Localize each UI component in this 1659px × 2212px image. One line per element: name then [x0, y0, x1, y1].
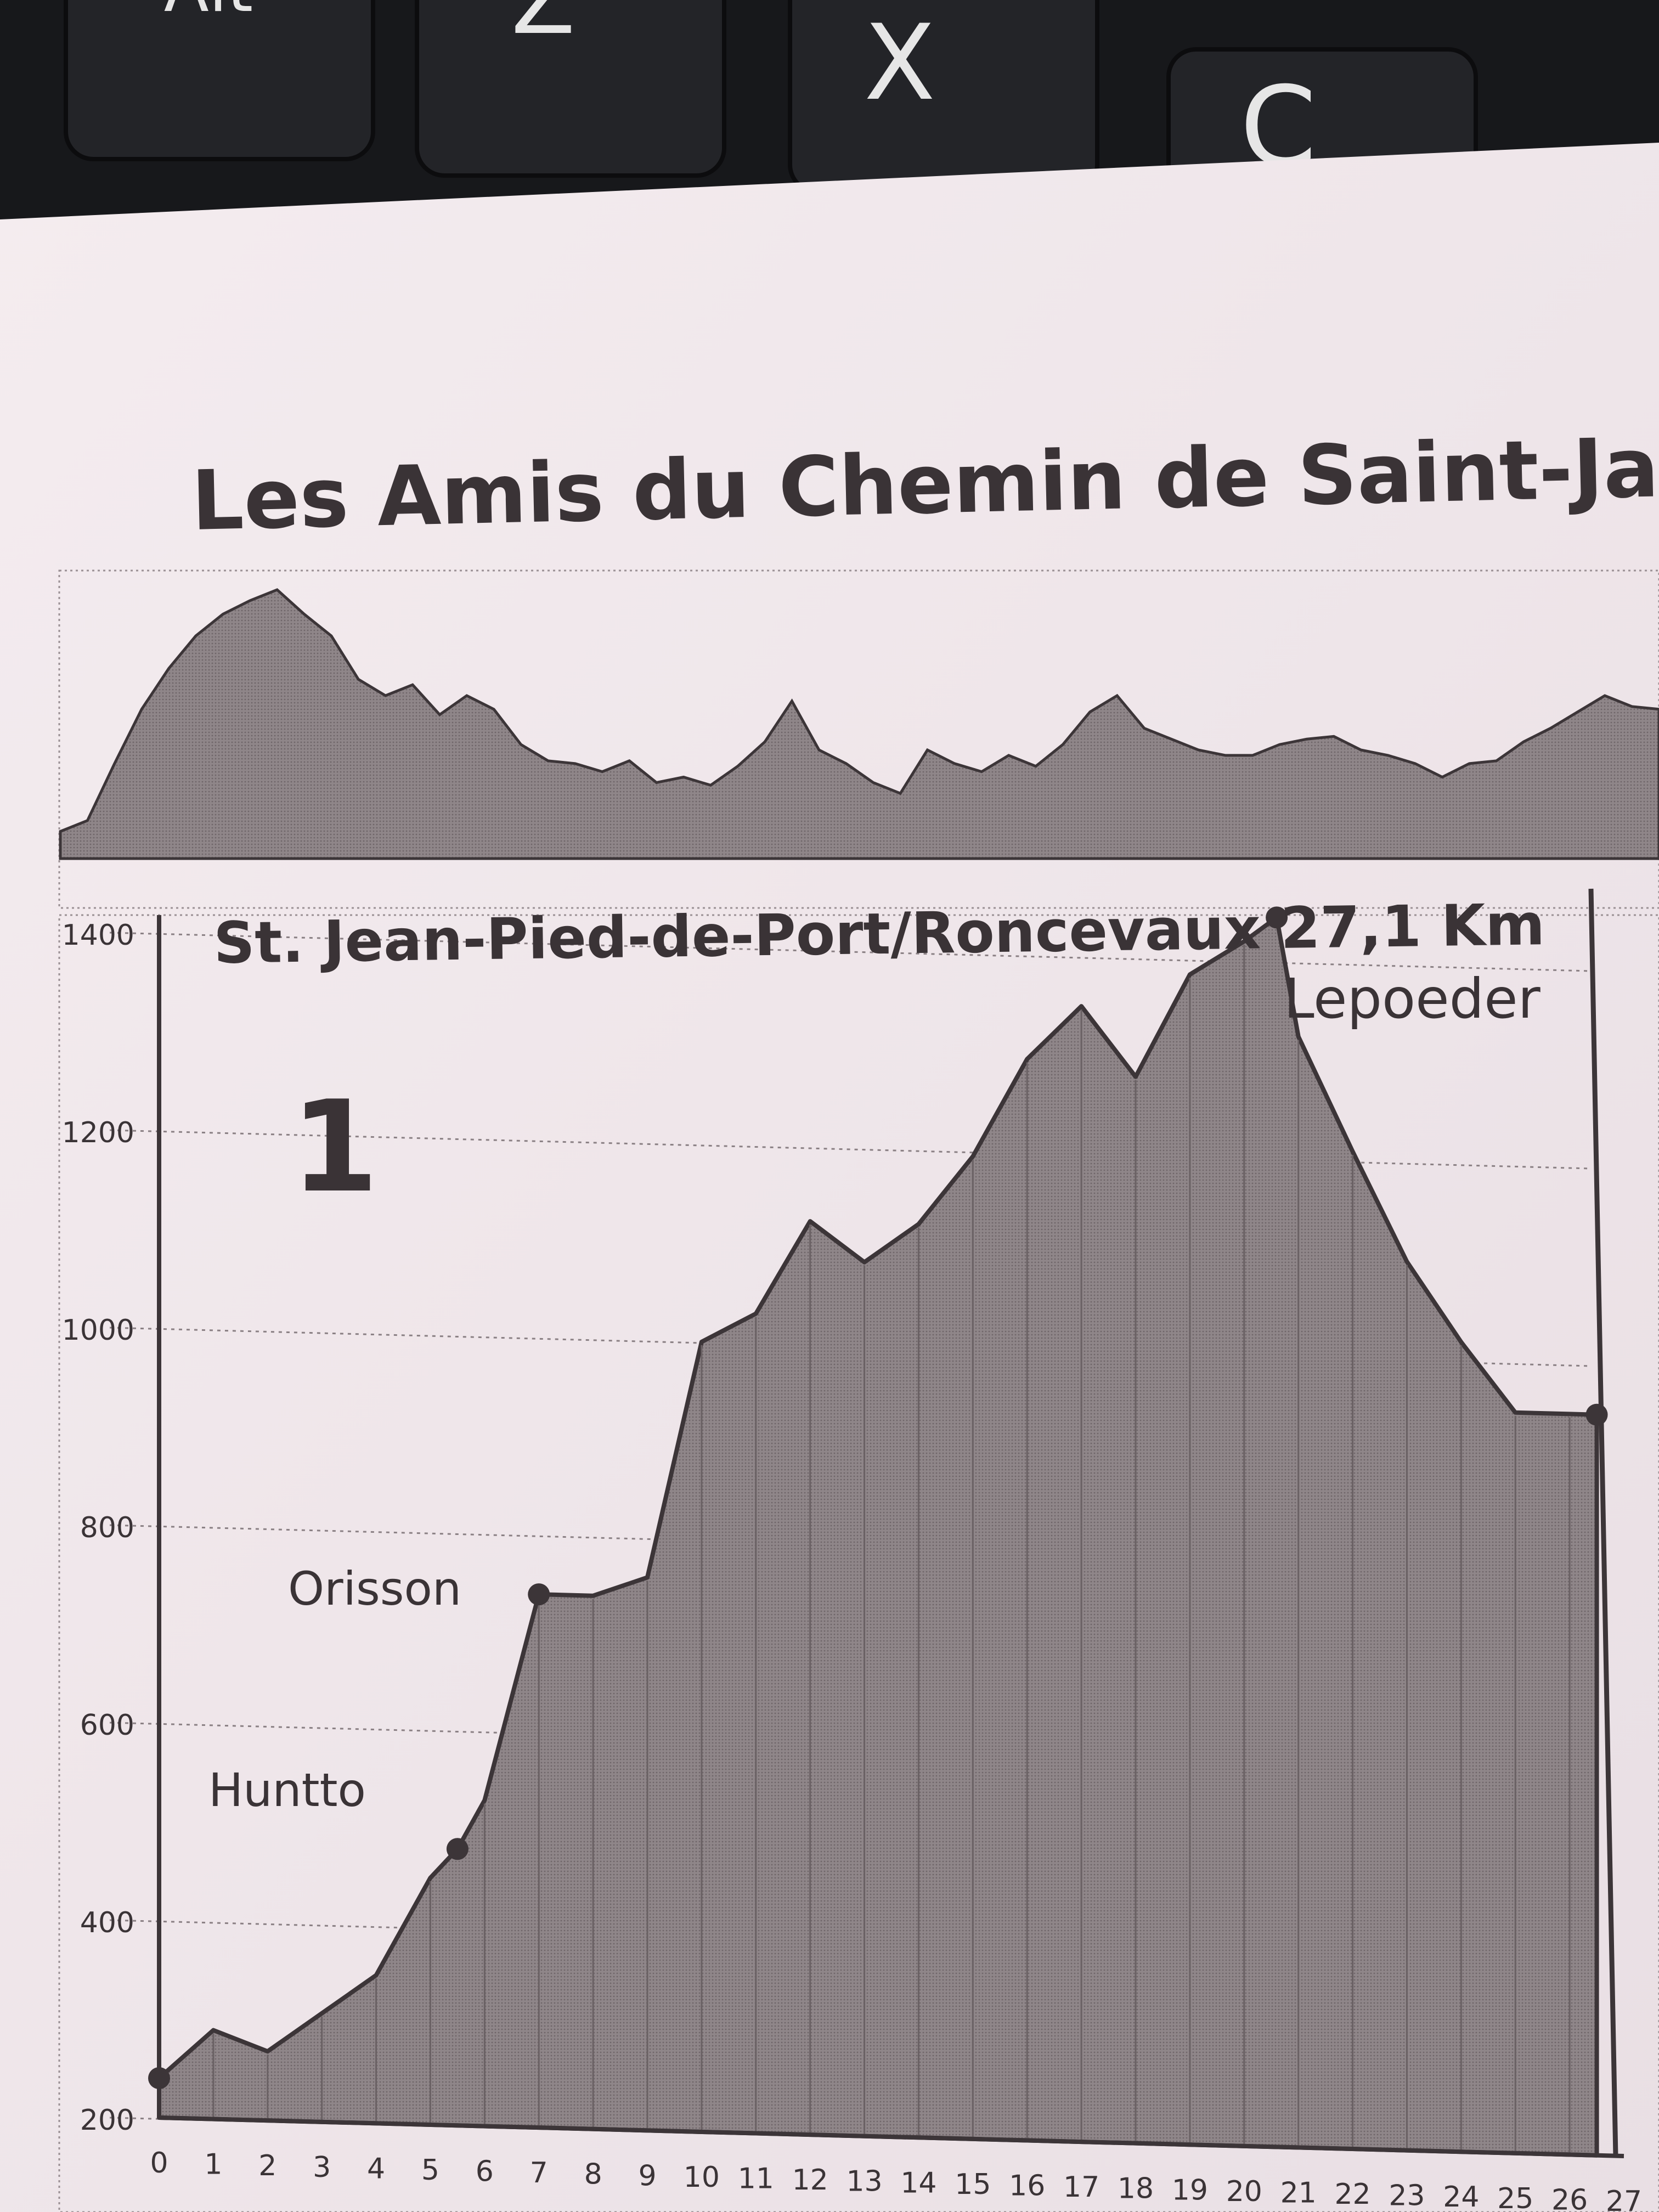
y-tick-label: 800 — [80, 1511, 134, 1544]
x-tick-labels: 0 1 2 3 4 5 6 7 8 9 10 11 12 13 14 15 16 17 18 19 20 21 22 23 24… — [150, 2147, 1642, 2212]
x-tick-label: 4 — [367, 2152, 385, 2185]
y-tick-label: 400 — [80, 1906, 134, 1939]
x-tick-label: 5 — [421, 2154, 439, 2187]
x-tick-label: 27 — [1606, 2185, 1642, 2212]
waypoint-marker — [528, 1583, 550, 1606]
x-tick-label: 19 — [1172, 2174, 1208, 2207]
x-tick-label: 2 — [258, 2149, 276, 2182]
waypoint-label-orisson: Orisson — [288, 1562, 461, 1616]
x-tick-label: 20 — [1226, 2175, 1262, 2208]
overview-area — [59, 588, 1659, 860]
x-tick-label: 12 — [792, 2164, 828, 2197]
waypoint-label-huntto: Huntto — [208, 1763, 366, 1817]
x-tick-label: 22 — [1334, 2178, 1370, 2211]
key-x-label: X — [864, 2, 935, 123]
right-boundary-line — [1588, 888, 1618, 2157]
x-tick-label: 18 — [1118, 2172, 1154, 2205]
waypoint-marker — [1585, 1403, 1608, 1426]
y-gridline — [109, 932, 1592, 972]
key-x: X — [788, 0, 1099, 194]
x-tick-label: 8 — [584, 2158, 602, 2191]
y-tick-label: 1000 — [62, 1314, 134, 1347]
x-tick-label: 13 — [846, 2165, 882, 2198]
x-tick-label: 24 — [1443, 2181, 1479, 2212]
waypoint-markers — [148, 906, 1608, 2089]
waypoint-marker — [1266, 906, 1288, 929]
y-tick-label: 600 — [80, 1709, 134, 1742]
y-gridline — [109, 1327, 1592, 1367]
y-tick-label: 1400 — [62, 919, 134, 952]
y-gridline — [109, 1129, 1592, 1170]
x-tick-label: 1 — [204, 2148, 222, 2181]
y-gridline — [109, 1919, 1592, 1960]
x-tick-label: 14 — [900, 2166, 936, 2199]
waypoint-marker — [148, 2067, 170, 2089]
key-alt: Alt — [64, 0, 375, 161]
y-tick-labels: 200 400 600 800 1000 1200 1400 — [62, 919, 134, 2137]
elevation-area — [157, 915, 1599, 2158]
stage-number: 1 — [291, 1074, 379, 1221]
x-tick-label: 3 — [313, 2151, 331, 2184]
x-tick-label: 25 — [1497, 2182, 1533, 2212]
key-z-label: Z — [511, 0, 575, 55]
key-z: Z — [415, 0, 726, 178]
x-tick-label: 10 — [684, 2161, 720, 2194]
x-tick-label: 0 — [150, 2147, 168, 2180]
x-tick-label: 17 — [1063, 2171, 1099, 2204]
x-grid-lines — [212, 944, 1571, 2155]
y-gridline — [109, 1524, 1592, 1565]
x-tick-label: 16 — [1009, 2169, 1045, 2202]
x-axis-line — [159, 2115, 1624, 2158]
key-alt-label: Alt — [164, 0, 253, 27]
x-tick-label: 9 — [638, 2159, 656, 2192]
x-tick-label: 7 — [530, 2157, 548, 2190]
waypoint-label-lepoeder: Lepoeder — [1284, 967, 1541, 1031]
y-tick-label: 200 — [80, 2104, 134, 2137]
y-gridline — [109, 1722, 1592, 1762]
y-tick-label: 1200 — [62, 1116, 134, 1149]
x-tick-label: 6 — [476, 2155, 494, 2188]
x-tick-label: 21 — [1280, 2176, 1317, 2209]
waypoint-marker — [446, 1838, 469, 1860]
x-tick-label: 26 — [1551, 2183, 1588, 2212]
x-tick-label: 15 — [955, 2168, 991, 2201]
x-tick-label: 11 — [738, 2163, 774, 2196]
x-tick-label: 23 — [1389, 2180, 1425, 2212]
overview-profile — [58, 569, 1659, 909]
